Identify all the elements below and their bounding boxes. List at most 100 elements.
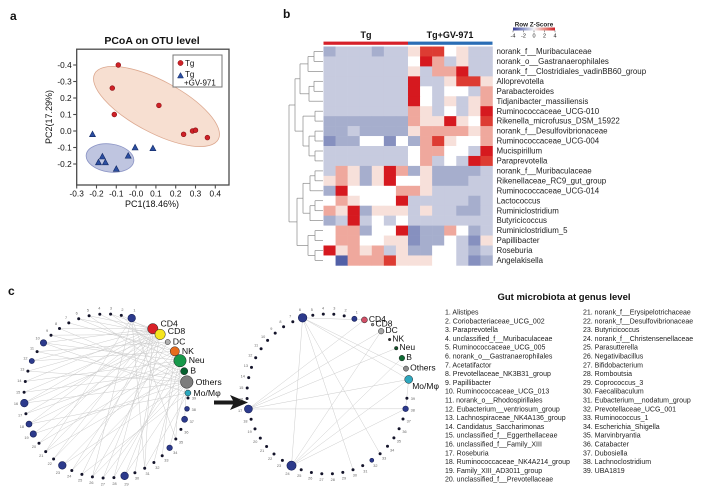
svg-text:19: 19 <box>247 430 251 434</box>
svg-text:39: 39 <box>411 397 415 401</box>
svg-text:b: b <box>283 7 290 21</box>
svg-text:0.2: 0.2 <box>60 93 72 103</box>
svg-text:31. Eubacterium__nodatum_group: 31. Eubacterium__nodatum_group <box>583 398 691 405</box>
svg-text:-4: -4 <box>511 34 516 40</box>
svg-text:9: 9 <box>46 329 48 333</box>
svg-text:16. unclassified_f__Family_XII: 16. unclassified_f__Family_XIII <box>445 442 542 449</box>
svg-text:12: 12 <box>23 356 27 360</box>
svg-text:34: 34 <box>173 451 177 455</box>
svg-text:0.3: 0.3 <box>190 189 202 199</box>
svg-text:Tidjanibacter_massiliensis: Tidjanibacter_massiliensis <box>497 97 589 106</box>
svg-text:7: 7 <box>65 316 67 320</box>
svg-text:20: 20 <box>253 440 257 444</box>
svg-text:28. Romboutsia: 28. Romboutsia <box>583 371 632 378</box>
svg-text:27. Bifidobacterium: 27. Bifidobacterium <box>583 362 643 369</box>
svg-text:9. Papillibacter: 9. Papillibacter <box>445 380 492 387</box>
svg-text:30. Faecalibaculum: 30. Faecalibaculum <box>583 389 644 396</box>
svg-text:9: 9 <box>270 327 272 331</box>
svg-text:23: 23 <box>56 471 60 475</box>
svg-text:19. Family_XIII_AD3011_group: 19. Family_XIII_AD3011_group <box>445 468 542 475</box>
svg-text:26: 26 <box>308 477 312 481</box>
svg-text:-0.1: -0.1 <box>57 142 72 152</box>
svg-text:1. Alistipes: 1. Alistipes <box>445 310 479 317</box>
svg-text:4. unclassified_f__Muribaculac: 4. unclassified_f__Muribaculaceae <box>445 336 553 343</box>
svg-text:norank_f__Desulfovibrionaceae: norank_f__Desulfovibrionaceae <box>497 127 609 136</box>
svg-text:PCoA on OTU level: PCoA on OTU level <box>104 35 199 47</box>
svg-text:37: 37 <box>190 420 194 424</box>
svg-text:0.1: 0.1 <box>60 109 72 119</box>
svg-text:-0.2: -0.2 <box>57 159 72 169</box>
svg-text:Others: Others <box>196 377 223 387</box>
svg-text:-0.3: -0.3 <box>57 76 72 86</box>
svg-text:5: 5 <box>311 308 313 312</box>
svg-text:-0.1: -0.1 <box>109 189 124 199</box>
svg-text:8: 8 <box>55 322 57 326</box>
svg-text:Paraprevotella: Paraprevotella <box>497 157 548 166</box>
svg-text:-0.4: -0.4 <box>57 60 72 70</box>
svg-text:6: 6 <box>299 308 301 312</box>
svg-text:Ruminococcaceae_UCG-004: Ruminococcaceae_UCG-004 <box>497 137 600 146</box>
svg-text:norank_f__Muribaculaceae: norank_f__Muribaculaceae <box>497 167 593 176</box>
svg-text:24: 24 <box>67 474 71 478</box>
svg-text:4: 4 <box>553 34 556 40</box>
svg-text:0.1: 0.1 <box>150 189 162 199</box>
svg-text:Ruminiclostridium: Ruminiclostridium <box>497 206 560 215</box>
svg-text:36: 36 <box>184 430 188 434</box>
svg-text:7: 7 <box>289 315 291 319</box>
svg-text:20. unclassified_f__Prevotella: 20. unclassified_f__Prevotellaceae <box>445 477 553 484</box>
svg-text:2: 2 <box>344 308 346 312</box>
svg-text:2. Coriobacteriaceae_UCG_002: 2. Coriobacteriaceae_UCG_002 <box>445 318 545 325</box>
svg-text:32: 32 <box>155 466 159 470</box>
svg-text:14. Candidatus_Saccharimonas: 14. Candidatus_Saccharimonas <box>445 424 545 431</box>
svg-text:Alloprevotella: Alloprevotella <box>497 77 545 86</box>
svg-text:-0.2: -0.2 <box>89 189 104 199</box>
svg-text:28: 28 <box>112 482 116 486</box>
svg-text:-0.0: -0.0 <box>129 189 144 199</box>
svg-text:24. norank_f__Christensenellac: 24. norank_f__Christensenellaceae <box>583 336 693 343</box>
svg-text:29. Coprococcus_3: 29. Coprococcus_3 <box>583 380 643 387</box>
svg-text:27: 27 <box>101 482 105 486</box>
svg-text:+GV-971: +GV-971 <box>184 79 216 88</box>
svg-text:c: c <box>8 284 15 298</box>
svg-text:13: 13 <box>244 364 248 368</box>
svg-text:2: 2 <box>121 308 123 312</box>
svg-text:30: 30 <box>135 477 139 481</box>
svg-text:6: 6 <box>76 311 78 315</box>
svg-text:B: B <box>406 352 412 362</box>
svg-text:25: 25 <box>297 474 301 478</box>
svg-text:7. Acetatifactor: 7. Acetatifactor <box>445 362 492 369</box>
svg-text:33: 33 <box>164 458 168 462</box>
svg-text:34: 34 <box>390 449 394 453</box>
svg-text:20: 20 <box>32 445 36 449</box>
svg-text:10. Ruminococcaceae_UCG_013: 10. Ruminococcaceae_UCG_013 <box>445 389 549 396</box>
svg-text:14: 14 <box>17 379 21 383</box>
svg-text:B: B <box>190 366 196 376</box>
svg-text:Ruminiclostridium_5: Ruminiclostridium_5 <box>497 226 569 235</box>
svg-text:Parabacteroides: Parabacteroides <box>497 87 555 96</box>
svg-text:Mucispirillum: Mucispirillum <box>497 147 543 156</box>
svg-text:Ruminococcaceae_UCG-010: Ruminococcaceae_UCG-010 <box>497 107 600 116</box>
svg-text:2: 2 <box>543 34 546 40</box>
svg-text:36: 36 <box>402 430 406 434</box>
svg-text:22: 22 <box>48 462 52 466</box>
svg-text:Ruminococcaceae_UCG-014: Ruminococcaceae_UCG-014 <box>497 186 600 195</box>
svg-text:37. Dubosiella: 37. Dubosiella <box>583 450 627 457</box>
svg-text:13: 13 <box>20 368 24 372</box>
svg-text:norank_o__Gastranaerophilales: norank_o__Gastranaerophilales <box>497 57 609 66</box>
svg-text:17: 17 <box>18 413 22 417</box>
svg-text:25: 25 <box>78 479 82 483</box>
svg-text:39. UBA1819: 39. UBA1819 <box>583 468 625 475</box>
svg-text:16: 16 <box>14 402 18 406</box>
svg-text:-0.3: -0.3 <box>70 189 85 199</box>
svg-text:24: 24 <box>285 472 289 476</box>
svg-text:35: 35 <box>397 440 401 444</box>
svg-text:15. unclassified_f__Eggerthell: 15. unclassified_f__Eggerthellaceae <box>445 433 558 440</box>
svg-text:Mo/Mφ: Mo/Mφ <box>193 388 221 398</box>
svg-text:23: 23 <box>277 464 281 468</box>
svg-text:38. Lachnoclostridium: 38. Lachnoclostridium <box>583 459 651 466</box>
svg-text:11: 11 <box>254 344 258 348</box>
svg-text:PC1(18.46%): PC1(18.46%) <box>125 199 179 209</box>
svg-text:Roseburia: Roseburia <box>497 246 534 255</box>
svg-text:26: 26 <box>89 481 93 485</box>
svg-text:21: 21 <box>260 449 264 453</box>
